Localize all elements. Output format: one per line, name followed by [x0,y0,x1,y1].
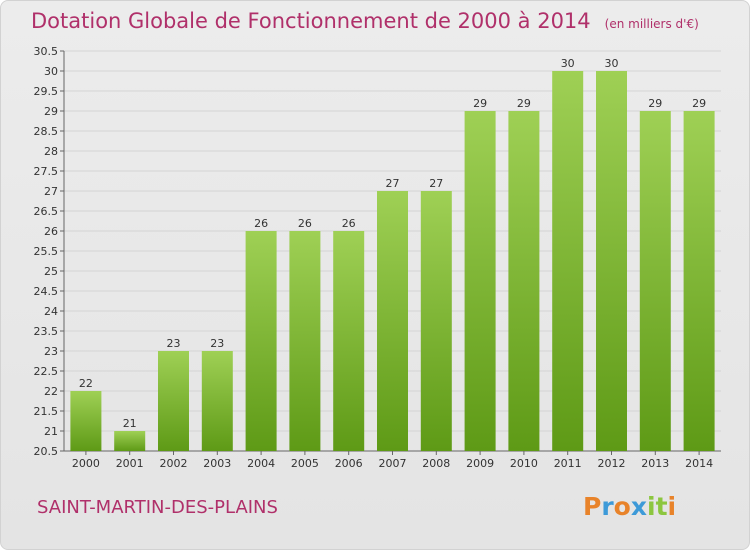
data-label-2006: 26 [342,217,356,230]
y-tick-label: 22 [44,385,58,398]
x-tick-label-2010: 2010 [510,457,538,470]
y-tick-label: 23 [44,345,58,358]
data-label-2013: 29 [648,97,662,110]
data-label-2002: 23 [167,337,181,350]
logo-letter: r [601,492,614,521]
logo-letter: i [647,492,656,521]
data-label-2001: 21 [123,417,137,430]
y-tick-label: 21 [44,425,58,438]
x-tick-labels: 2000 2001 2002 2003 2004 2005 2006 2007 2008 2009… [72,457,713,470]
y-tick-label: 30 [44,65,58,78]
x-tick-label-2000: 2000 [72,457,100,470]
y-tick-label: 29.5 [34,85,59,98]
chart-unit: (en milliers d'€) [604,17,699,31]
bar-2012 [596,71,627,451]
data-label-2009: 29 [473,97,487,110]
logo-letter: P [583,492,602,521]
logo-letter: x [630,492,647,521]
x-tick-label-2013: 2013 [641,457,669,470]
data-label-2012: 30 [605,57,619,70]
bar-2009 [464,111,496,451]
x-tick-label-2002: 2002 [160,457,188,470]
data-label-2004: 26 [254,217,268,230]
y-tick-label: 22.5 [34,365,59,378]
x-tick-label-2007: 2007 [379,457,407,470]
bar-2008 [420,191,452,451]
y-tick-label: 20.5 [34,445,59,458]
chart-title: Dotation Globale de Fonctionnement de 20… [31,9,699,33]
bar-2006 [333,231,365,451]
y-tick-label: 21.5 [34,405,59,418]
y-tick-label: 23.5 [34,325,59,338]
x-tick-label-2003: 2003 [203,457,231,470]
x-tick-label-2014: 2014 [685,457,713,470]
y-tick-label: 24.5 [34,285,59,298]
x-tick-label-2009: 2009 [466,457,494,470]
data-label-2010: 29 [517,97,531,110]
proxiti-logo[interactable]: Proxiti [583,492,676,521]
data-labels: 22 21 23 23 26 26 26 27 27 29 29 30 30 29 29 [79,57,706,430]
y-tick-label: 24 [44,305,58,318]
y-tick-label: 27.5 [34,165,59,178]
bar-2014 [683,111,715,451]
data-label-2014: 29 [692,97,706,110]
y-tick-label: 29 [44,105,58,118]
bars [70,71,715,451]
data-label-2007: 27 [386,177,400,190]
x-tick-label-2001: 2001 [116,457,144,470]
x-tick-label-2008: 2008 [422,457,450,470]
y-tick-labels: 20.5 21 21.5 22 22.5 23 23.5 24 24.5 25 25.5 26 26.5… [34,45,59,458]
y-tick-label: 25 [44,265,58,278]
bar-2010 [508,111,540,451]
logo-letter: t [655,492,668,521]
data-label-2003: 23 [210,337,224,350]
bar-2013 [639,111,671,451]
x-tick-label-2012: 2012 [598,457,626,470]
bar-2001 [114,431,146,451]
y-tick-label: 26.5 [34,205,59,218]
y-tick-label: 27 [44,185,58,198]
y-tick-label: 30.5 [34,45,59,58]
x-tick-label-2006: 2006 [335,457,363,470]
bar-2011 [552,71,584,451]
data-label-2008: 27 [429,177,443,190]
data-label-2000: 22 [79,377,93,390]
y-tick-label: 28 [44,145,58,158]
bar-2000 [70,391,102,451]
y-tick-label: 25.5 [34,245,59,258]
bar-2007 [377,191,408,451]
bar-2005 [289,231,321,451]
bar-2003 [201,351,233,451]
chart-title-text: Dotation Globale de Fonctionnement de 20… [31,9,591,33]
bar-2004 [245,231,277,451]
x-tick-label-2004: 2004 [247,457,275,470]
x-tick-label-2011: 2011 [554,457,582,470]
logo-letter: o [613,492,631,521]
data-label-2005: 26 [298,217,312,230]
logo-letter: i [667,492,677,521]
x-tick-label-2005: 2005 [291,457,319,470]
bar-2002 [158,351,189,451]
data-label-2011: 30 [561,57,575,70]
y-tick-label: 28.5 [34,125,59,138]
commune-name: SAINT-MARTIN-DES-PLAINS [37,497,278,518]
y-tick-label: 26 [44,225,58,238]
